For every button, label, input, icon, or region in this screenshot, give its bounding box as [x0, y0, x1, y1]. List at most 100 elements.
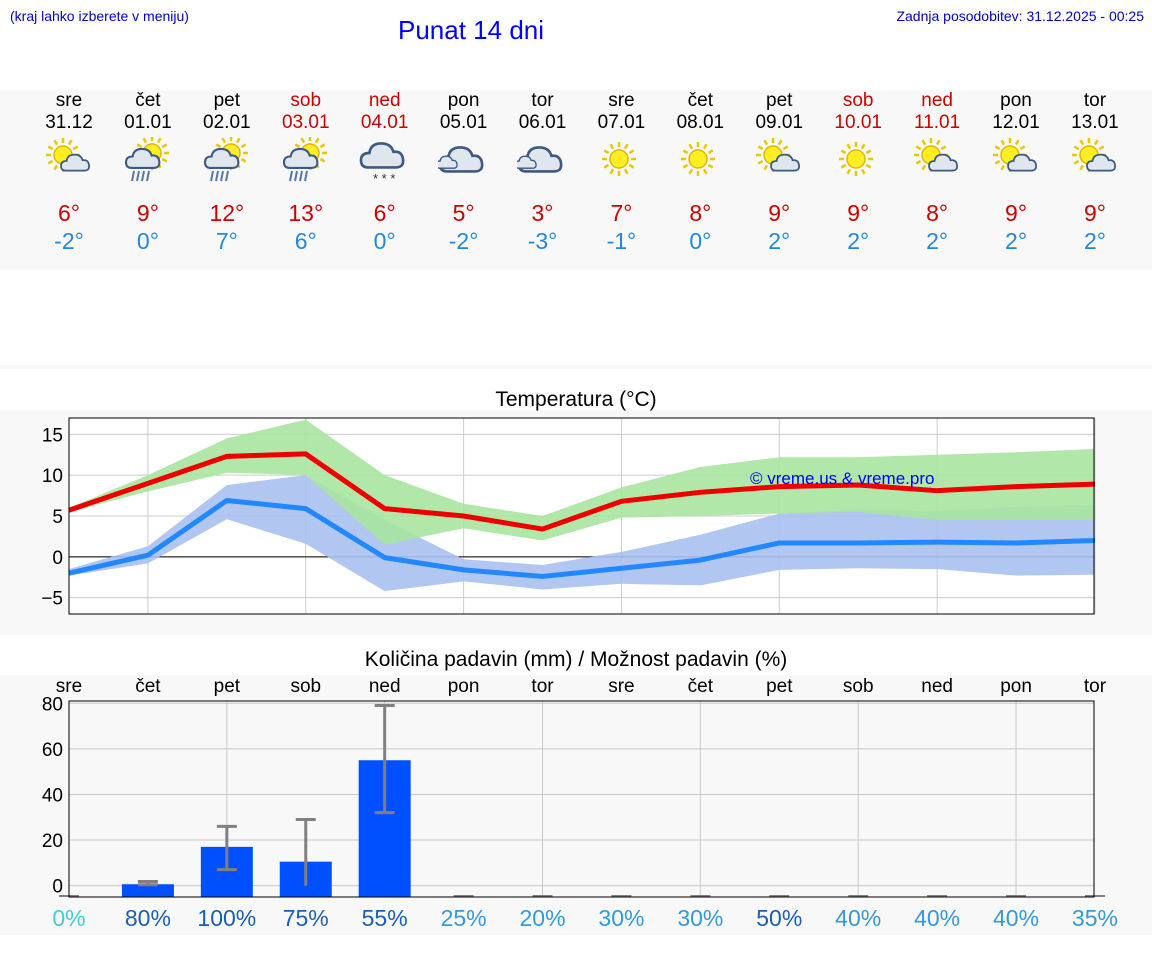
temp-max: 9°	[1083, 200, 1106, 226]
temperature-chart: 15 10 5 0 −5 © vreme.us & vreme.pro	[41, 417, 1096, 615]
x-tick-label: čet	[688, 676, 714, 697]
x-tick-label: sre	[608, 676, 634, 697]
temp-min: 2°	[1083, 228, 1106, 254]
day-date: 07.01	[597, 112, 646, 133]
day-date: 01.01	[124, 112, 172, 133]
sun-cloud-icon	[1069, 137, 1121, 194]
y-tick-label: 0	[52, 548, 63, 569]
temp-min: 2°	[847, 228, 870, 254]
precip-chance: 40%	[835, 905, 882, 931]
day-name: čet	[687, 90, 714, 111]
day-date: 03.01	[281, 112, 330, 133]
y-tick-label: 20	[42, 831, 63, 852]
y-tick-label: −5	[41, 589, 63, 610]
day-name: pet	[766, 90, 793, 111]
y-tick-label: 5	[52, 507, 63, 528]
precip-chance: 20%	[519, 905, 566, 931]
precip-chance: 40%	[993, 905, 1040, 931]
day-name: tor	[531, 90, 554, 111]
x-tick-label: čet	[135, 676, 161, 697]
day-date: 12.01	[992, 112, 1040, 133]
day-date: 13.01	[1071, 112, 1119, 133]
day-date: 06.01	[518, 112, 567, 133]
temp-max: 9°	[847, 200, 870, 226]
temp-max: 5°	[452, 200, 475, 226]
temp-min: -2°	[448, 228, 479, 254]
day-date: 11.01	[914, 112, 961, 133]
temperature-chart-title: Temperatura (°C)	[495, 388, 657, 411]
day-name: tor	[1083, 90, 1107, 111]
x-tick-label: pon	[1000, 676, 1032, 697]
sun-cloud-rain-icon	[122, 136, 174, 194]
temp-min: 6°	[294, 228, 317, 254]
sun-cloud-icon	[43, 137, 95, 194]
y-tick-label: 15	[42, 425, 63, 446]
temp-max: 3°	[531, 200, 554, 226]
y-tick-label: 40	[42, 785, 63, 806]
day-name: ned	[368, 90, 401, 111]
day-date: 09.01	[755, 112, 804, 133]
page-title: Punat 14 dni	[398, 15, 545, 45]
min-temp-band	[69, 475, 1095, 592]
y-tick-label: 10	[42, 466, 63, 487]
divider	[0, 365, 1152, 369]
x-tick-label: ned	[921, 676, 953, 697]
sun-cloud-rain-icon	[201, 136, 253, 194]
y-tick-label: 0	[52, 877, 63, 898]
sun-icon	[674, 137, 726, 194]
sun-icon	[595, 137, 647, 194]
day-date: 04.01	[360, 112, 409, 133]
day-name: sob	[842, 90, 874, 111]
day-date: 02.01	[203, 112, 251, 133]
x-tick-label: ned	[369, 676, 401, 697]
precip-chance: 25%	[440, 905, 487, 931]
temp-max: 8°	[926, 200, 949, 226]
y-tick-label: 60	[42, 740, 63, 761]
temp-min: 0°	[373, 228, 396, 254]
cloud-snow-icon: * * *	[359, 137, 411, 194]
x-tick-label: sob	[290, 676, 321, 697]
day-name: pon	[447, 90, 480, 111]
precip-chance: 80%	[124, 905, 171, 931]
sun-cloud-icon	[990, 137, 1042, 194]
sun-cloud-icon	[911, 137, 963, 194]
day-name: pon	[1000, 90, 1032, 111]
precip-chance: 30%	[598, 905, 645, 931]
precip-chance: 75%	[282, 905, 329, 931]
watermark: © vreme.us & vreme.pro	[750, 469, 934, 488]
day-name: sre	[55, 90, 83, 111]
min-temp-line	[68, 497, 1096, 579]
temp-max: 9°	[768, 200, 791, 226]
temp-min: 2°	[1005, 228, 1028, 254]
plot-frame	[68, 417, 1095, 615]
temp-min: 0°	[689, 228, 712, 254]
x-tick-label: pon	[448, 676, 480, 697]
x-tick-label: pet	[214, 676, 241, 697]
x-tick-label: tor	[1084, 676, 1107, 697]
precipitation-chart-title: Količina padavin (mm) / Možnost padavin …	[364, 648, 788, 671]
temp-min: 0°	[136, 228, 159, 254]
cloud-icon	[434, 137, 490, 194]
x-tick-label: pet	[766, 676, 793, 697]
precipitation-chart: sre čet pet sob ned pon tor sre čet pet sob ned pon t…	[42, 676, 1107, 898]
day-date: 10.01	[834, 112, 882, 133]
plot-frame	[68, 700, 1095, 898]
cloud-icon	[513, 137, 569, 194]
day-name: čet	[135, 90, 161, 111]
svg-text:* * *: * * *	[373, 171, 395, 186]
day-name: pet	[213, 90, 241, 111]
y-tick-label: 80	[42, 694, 63, 715]
day-date: 31.12	[45, 112, 93, 133]
precip-chance: 50%	[756, 905, 803, 931]
day-name: sre	[608, 90, 635, 111]
temp-max: 13°	[288, 200, 324, 226]
precip-chance: 40%	[914, 905, 961, 931]
sun-cloud-rain-icon	[280, 136, 332, 194]
sun-icon	[832, 137, 884, 194]
x-tick-label: tor	[531, 676, 554, 697]
menu-hint: (kraj lahko izberete v meniju)	[10, 8, 189, 24]
precip-chance: 100%	[197, 905, 257, 931]
temp-min: 2°	[768, 228, 791, 254]
day-date: 08.01	[676, 112, 725, 133]
precip-chance: 30%	[677, 905, 724, 931]
